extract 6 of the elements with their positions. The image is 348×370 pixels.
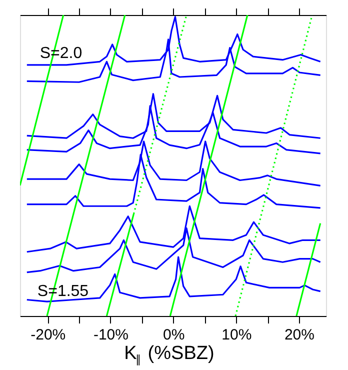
x-axis-title: K∥ (%SBZ) [124,343,214,366]
x-tick-label: -20% [30,326,66,344]
x-tick-label: 0% [162,326,185,344]
x-tick-label: 20% [284,326,314,344]
x-tick-label: -10% [93,326,128,344]
x-tick-label: 10% [222,326,252,344]
